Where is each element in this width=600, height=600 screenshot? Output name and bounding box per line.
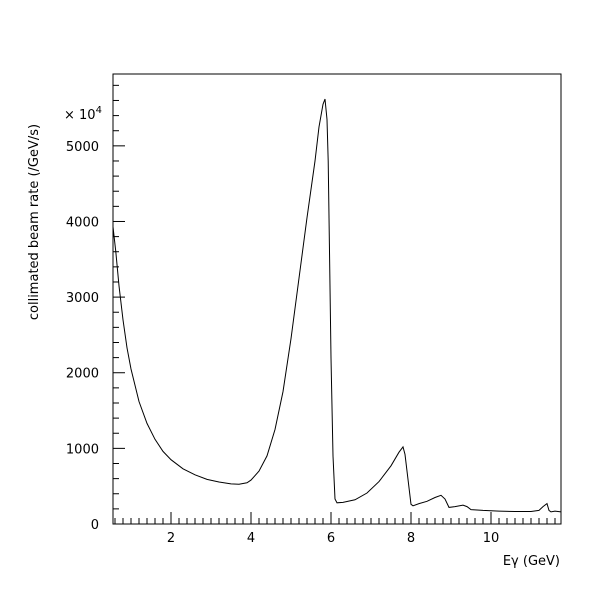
y-axis-ticks: 0 1000 2000 3000 4000 5000	[66, 84, 125, 533]
x-axis-label: Eγ (GeV)	[503, 554, 560, 569]
y-tick-label: 4000	[66, 215, 99, 230]
y-tick-label: 2000	[66, 367, 99, 382]
y-tick-label: 0	[91, 518, 99, 533]
series-line	[112, 98, 562, 513]
x-tick-label: 4	[247, 531, 255, 546]
y-tick-label: 5000	[66, 140, 99, 155]
x-tick-label: 10	[483, 531, 500, 546]
y-axis-multiplier-exponent: 4	[96, 105, 102, 116]
y-tick-label: 3000	[66, 291, 99, 306]
plot-frame	[112, 73, 562, 525]
x-axis-ticks: 2 4 6 8 10	[114, 512, 556, 546]
x-tick-label: 2	[167, 531, 175, 546]
y-axis-label: collimated beam rate (/GeV/s)	[27, 124, 42, 320]
x-tick-label: 8	[407, 531, 415, 546]
x-tick-label: 6	[327, 531, 335, 546]
y-tick-label: 1000	[66, 442, 99, 457]
y-axis-multiplier: × 104	[64, 105, 102, 123]
